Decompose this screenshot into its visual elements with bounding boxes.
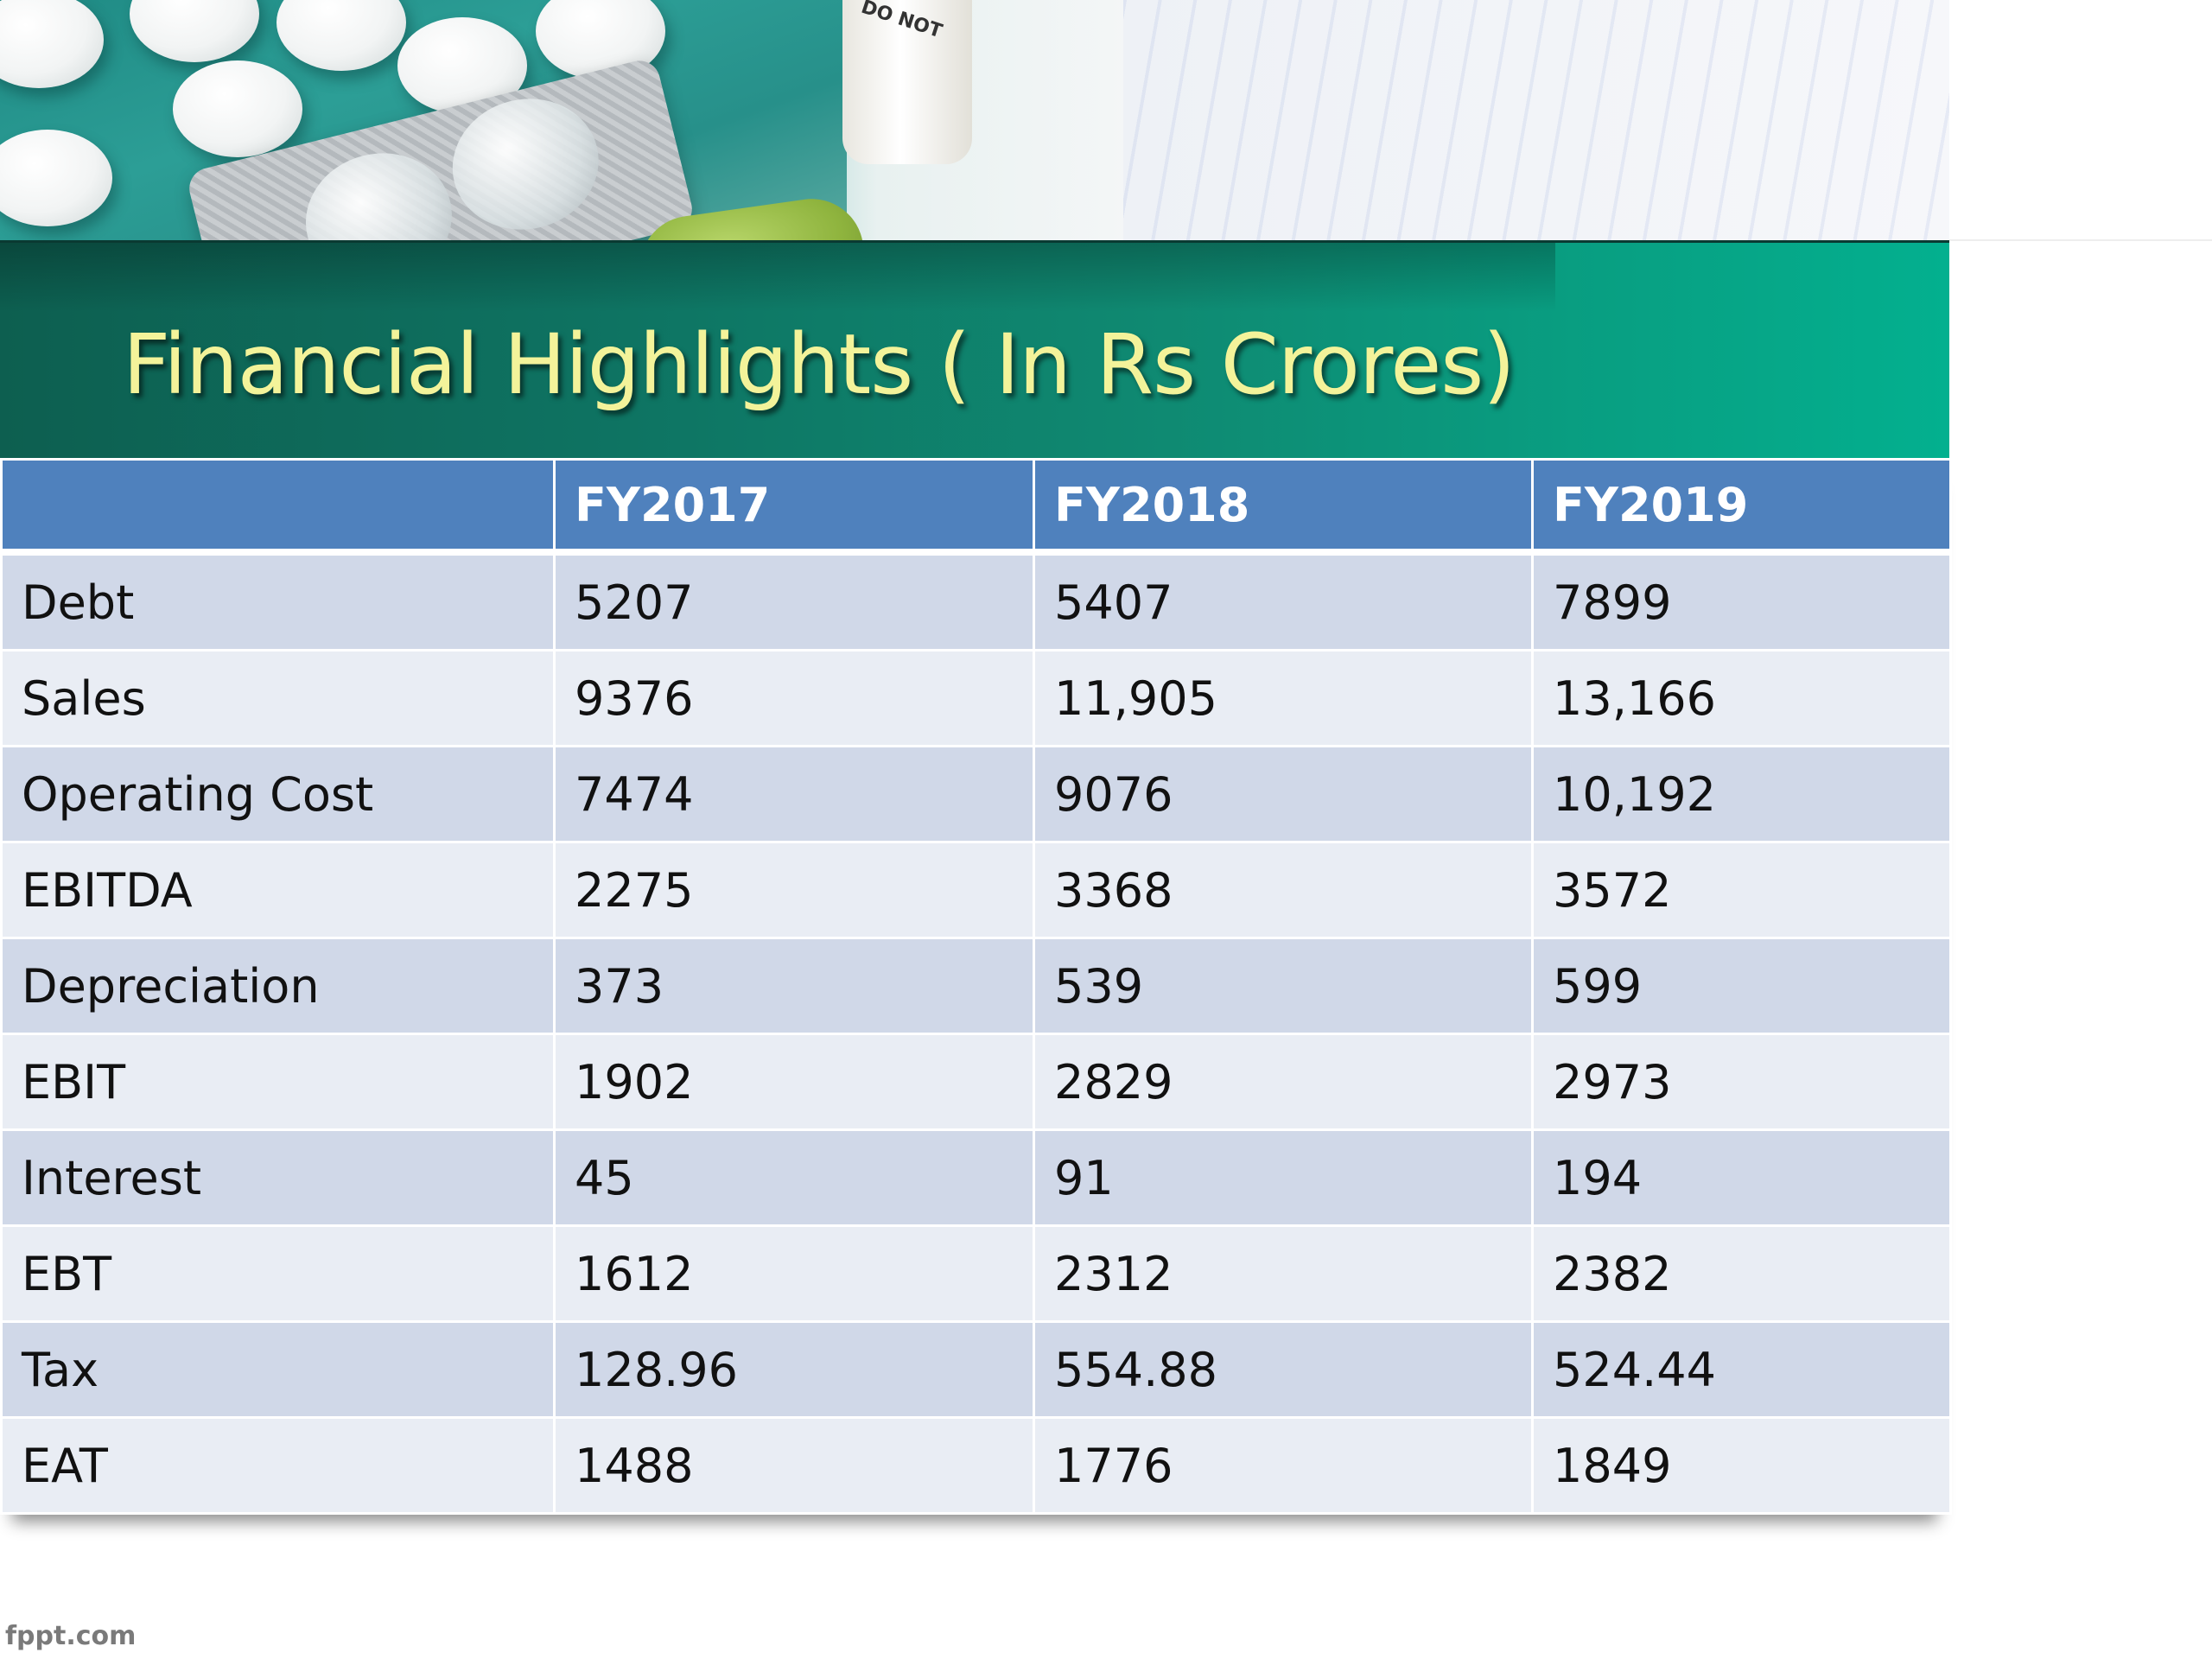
- bottle-image: [842, 0, 972, 164]
- table-cell: 5207: [553, 550, 1035, 652]
- row-label: Depreciation: [0, 937, 556, 1035]
- table-row: EBIT 1902 2829 2973: [0, 1033, 1952, 1131]
- row-label: Tax: [0, 1320, 556, 1419]
- header-divider: [1949, 239, 2212, 241]
- table-header-row: FY2017 FY2018 FY2019: [0, 458, 1952, 556]
- prescription-paper-image: [1123, 0, 1949, 242]
- row-label: EBT: [0, 1224, 556, 1323]
- table-cell: 10,192: [1531, 745, 1952, 843]
- table-row: Sales 9376 11,905 13,166: [0, 649, 1952, 747]
- row-label: Operating Cost: [0, 745, 556, 843]
- table-cell: 91: [1033, 1128, 1534, 1227]
- table-cell: 7899: [1531, 550, 1952, 652]
- table-row: EBITDA 2275 3368 3572: [0, 841, 1952, 939]
- table-row: Operating Cost 7474 9076 10,192: [0, 745, 1952, 843]
- header-photo: DO NOT: [0, 0, 1949, 242]
- title-band-shade: [0, 243, 1555, 312]
- row-label: EBIT: [0, 1033, 556, 1131]
- table-cell: 554.88: [1033, 1320, 1534, 1419]
- title-band: [0, 240, 1949, 461]
- table-row: Tax 128.96 554.88 524.44: [0, 1320, 1952, 1419]
- table-cell: 2829: [1033, 1033, 1534, 1131]
- table-cell: 1488: [553, 1416, 1035, 1515]
- table-row: Interest 45 91 194: [0, 1128, 1952, 1227]
- row-label: Debt: [0, 550, 556, 652]
- row-label: EBITDA: [0, 841, 556, 939]
- table-cell: 1776: [1033, 1416, 1534, 1515]
- table-cell: 194: [1531, 1128, 1952, 1227]
- foil-bubble: [438, 83, 613, 242]
- header-cell-blank: [0, 458, 556, 556]
- pill-image: [173, 60, 302, 157]
- pill-image: [0, 130, 112, 226]
- financial-table-container: FY2017 FY2018 FY2019 Debt 5207 5407 7899…: [0, 458, 1952, 1515]
- table-row: EAT 1488 1776 1849: [0, 1416, 1952, 1515]
- table-cell: 3572: [1531, 841, 1952, 939]
- table-cell: 599: [1531, 937, 1952, 1035]
- table-cell: 539: [1033, 937, 1534, 1035]
- table-cell: 1902: [553, 1033, 1035, 1131]
- table-cell: 524.44: [1531, 1320, 1952, 1419]
- table-cell: 45: [553, 1128, 1035, 1227]
- row-label: Sales: [0, 649, 556, 747]
- table-row: Depreciation 373 539 599: [0, 937, 1952, 1035]
- table-cell: 373: [553, 937, 1035, 1035]
- table-cell: 9076: [1033, 745, 1534, 843]
- table-cell: 5407: [1033, 550, 1534, 652]
- header-cell-fy2017: FY2017: [553, 458, 1035, 556]
- slide-title: Financial Highlights ( In Rs Crores): [123, 316, 1516, 413]
- financial-table: FY2017 FY2018 FY2019 Debt 5207 5407 7899…: [0, 458, 1952, 1515]
- table-cell: 9376: [553, 649, 1035, 747]
- table-row: EBT 1612 2312 2382: [0, 1224, 1952, 1323]
- table-cell: 1849: [1531, 1416, 1952, 1515]
- table-cell: 3368: [1033, 841, 1534, 939]
- table-cell: 2275: [553, 841, 1035, 939]
- table-cell: 11,905: [1033, 649, 1534, 747]
- table-cell: 2312: [1033, 1224, 1534, 1323]
- row-label: EAT: [0, 1416, 556, 1515]
- header-cell-fy2019: FY2019: [1531, 458, 1952, 556]
- header-cell-fy2018: FY2018: [1033, 458, 1534, 556]
- footer-watermark: fppt.com: [5, 1621, 137, 1651]
- table-cell: 128.96: [553, 1320, 1035, 1419]
- table-cell: 2973: [1531, 1033, 1952, 1131]
- table-row: Debt 5207 5407 7899: [0, 550, 1952, 652]
- table-cell: 13,166: [1531, 649, 1952, 747]
- table-cell: 2382: [1531, 1224, 1952, 1323]
- table-cell: 1612: [553, 1224, 1035, 1323]
- foil-bubble: [291, 137, 467, 242]
- row-label: Interest: [0, 1128, 556, 1227]
- table-cell: 7474: [553, 745, 1035, 843]
